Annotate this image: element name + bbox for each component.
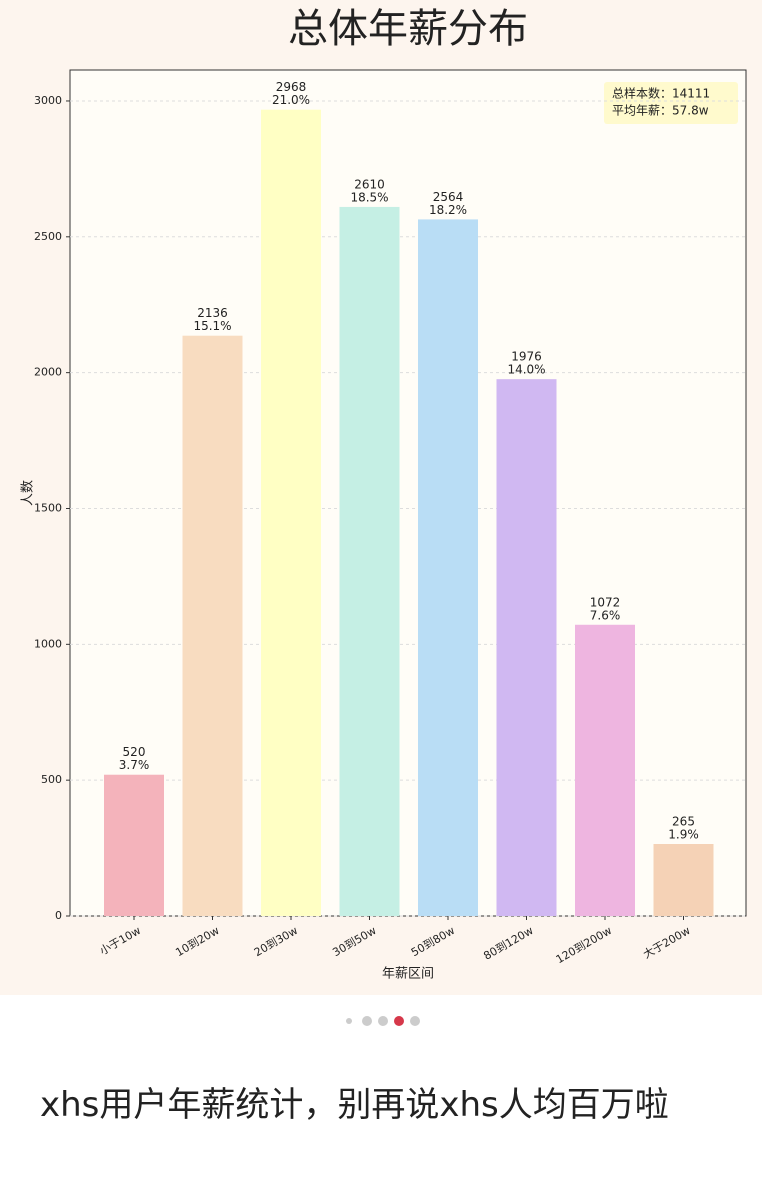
y-tick-label: 2500: [34, 230, 62, 243]
annotation-box: [604, 82, 738, 124]
value-label: 2136: [197, 306, 228, 320]
y-axis-label: 人数: [21, 480, 36, 506]
bar: [653, 844, 714, 916]
bar: [104, 774, 164, 916]
bar: [418, 219, 478, 916]
y-tick-label: 0: [55, 909, 62, 922]
share-label: 1.9%: [668, 828, 699, 842]
y-tick-label: 1500: [34, 501, 62, 514]
page-dot[interactable]: [362, 1016, 372, 1026]
share-label: 15.1%: [193, 319, 231, 333]
bar: [261, 109, 321, 917]
annotation: 平均年薪：57.8w: [612, 104, 709, 118]
x-axis-label: 年薪区间: [382, 967, 434, 982]
bar: [575, 624, 635, 916]
page-dot-active[interactable]: [394, 1016, 404, 1026]
value-label: 1976: [511, 350, 542, 364]
bar: [496, 379, 557, 917]
page-dot[interactable]: [378, 1016, 388, 1026]
post-caption: xhs用户年薪统计，别再说xhs人均百万啦: [40, 1085, 669, 1125]
page-dot[interactable]: [410, 1016, 420, 1026]
share-label: 3.7%: [119, 758, 150, 772]
share-label: 7.6%: [590, 608, 621, 622]
chart-title: 总体年薪分布: [288, 6, 528, 52]
chart: 总体年薪分布 年薪区间 人数 总样本数：14111 平均年薪：57.8w 0 50…: [0, 0, 762, 995]
page-dot[interactable]: [346, 1018, 352, 1024]
value-label: 1072: [590, 595, 621, 609]
share-label: 18.2%: [429, 203, 467, 217]
share-label: 18.5%: [350, 190, 388, 204]
plot-area: [69, 69, 747, 917]
value-label: 265: [672, 815, 695, 829]
bar: [339, 206, 400, 916]
share-label: 21.0%: [272, 93, 310, 107]
y-tick-label: 2000: [34, 366, 62, 379]
share-label: 14.0%: [507, 363, 545, 377]
y-tick-label: 500: [41, 773, 62, 786]
annotation: 总样本数：14111: [612, 86, 710, 101]
value-label: 520: [123, 745, 146, 759]
value-label: 2610: [354, 177, 385, 191]
value-label: 2968: [276, 80, 307, 94]
value-label: 2564: [433, 190, 464, 204]
bar: [182, 335, 243, 916]
y-tick-label: 1000: [34, 637, 62, 650]
y-tick-label: 3000: [34, 94, 62, 107]
